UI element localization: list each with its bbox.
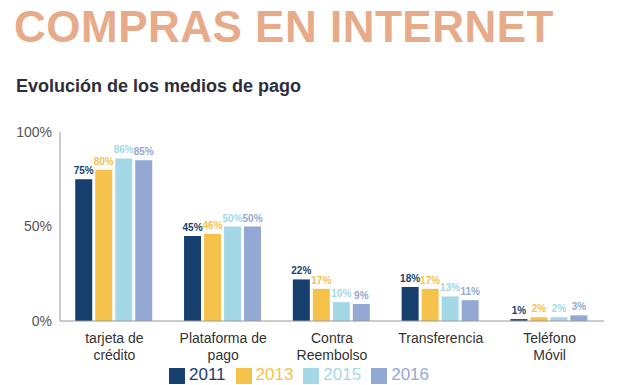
svg-text:45%: 45%: [183, 222, 203, 233]
html-text:Evolución de los medios de pag: Evolución de los medios de pago: [16, 76, 301, 96]
html-text:COMPRAS EN INTERNET: COMPRAS EN INTERNET: [14, 2, 554, 51]
svg-text:50%: 50%: [24, 218, 52, 234]
svg-text:Móvil: Móvil: [533, 347, 566, 363]
svg-text:100%: 100%: [16, 124, 52, 140]
svg-text:86%: 86%: [114, 144, 134, 155]
html-text:2011: 2011: [189, 365, 226, 384]
svg-text:13%: 13%: [440, 282, 460, 293]
svg-text:Teléfono: Teléfono: [523, 330, 576, 346]
svg-text:50%: 50%: [243, 213, 263, 224]
html-text:2015: 2015: [323, 365, 362, 384]
svg-text:75%: 75%: [74, 165, 94, 176]
svg-text:Transferencia: Transferencia: [398, 330, 483, 346]
svg-text:2%: 2%: [552, 303, 567, 314]
svg-text:11%: 11%: [460, 286, 480, 297]
svg-text:Contra: Contra: [311, 330, 353, 346]
svg-text:17%: 17%: [311, 275, 331, 286]
svg-text:crédito: crédito: [93, 347, 135, 363]
html-text:2016: 2016: [391, 365, 429, 384]
svg-text:17%: 17%: [420, 275, 440, 286]
svg-text:46%: 46%: [203, 220, 223, 231]
svg-text:2%: 2%: [532, 303, 547, 314]
svg-text:0%: 0%: [32, 313, 52, 329]
svg-text:10%: 10%: [331, 288, 351, 299]
svg-text:Reembolso: Reembolso: [297, 347, 368, 363]
svg-text:80%: 80%: [94, 156, 114, 167]
svg-text:3%: 3%: [572, 301, 587, 312]
svg-text:1%: 1%: [512, 305, 527, 316]
svg-text:9%: 9%: [354, 290, 369, 301]
svg-text:22%: 22%: [291, 265, 311, 276]
svg-text:tarjeta de: tarjeta de: [85, 330, 144, 346]
svg-text:pago: pago: [208, 347, 239, 363]
svg-text:50%: 50%: [223, 213, 243, 224]
svg-text:85%: 85%: [134, 146, 154, 157]
svg-text:Plataforma de: Plataforma de: [180, 330, 267, 346]
svg-text:18%: 18%: [400, 273, 420, 284]
html-text:2013: 2013: [255, 365, 294, 384]
